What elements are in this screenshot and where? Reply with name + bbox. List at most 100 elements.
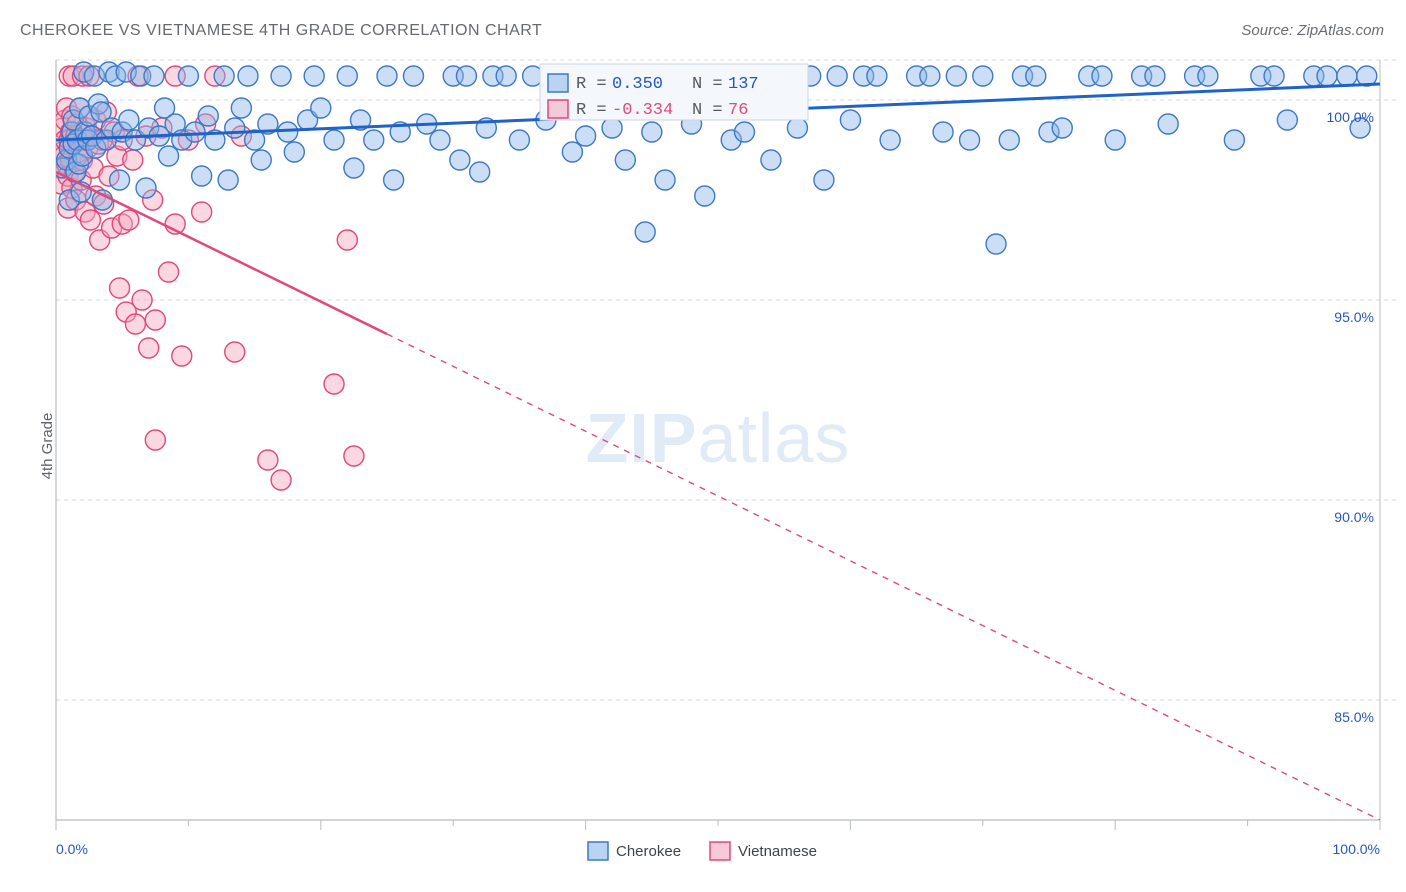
scatter-point [761,150,781,170]
legend-label: Cherokee [616,843,681,860]
scatter-point [576,126,596,146]
scatter-point [145,430,165,450]
scatter-point [123,150,143,170]
stat-n-value: 76 [728,101,748,120]
scatter-point [271,470,291,490]
scatter-point [1198,66,1218,86]
scatter-point [231,98,251,118]
scatter-point [192,166,212,186]
stat-n-label: N = [692,101,723,120]
y-tick-label: 95.0% [1334,309,1374,325]
stat-r-label: R = [576,101,607,120]
stat-r-value: -0.334 [612,101,673,120]
scatter-point [655,170,675,190]
scatter-point [119,210,139,230]
scatter-point [999,130,1019,150]
legend-swatch [548,100,568,118]
scatter-point [430,130,450,150]
scatter-point [635,222,655,242]
scatter-point [814,170,834,190]
y-tick-label: 90.0% [1334,509,1374,525]
x-tick-label: 0.0% [56,841,88,857]
scatter-point [364,130,384,150]
scatter-point [470,162,490,182]
scatter-point [225,118,245,138]
scatter-point [178,66,198,86]
scatter-point [214,66,234,86]
watermark: ZIPatlas [586,399,851,477]
scatter-point [1145,66,1165,86]
scatter-point [562,142,582,162]
scatter-point [1092,66,1112,86]
scatter-point [933,122,953,142]
scatter-point [278,122,298,142]
scatter-point [192,202,212,222]
scatter-point [159,146,179,166]
scatter-point [642,122,662,142]
scatter-point [145,310,165,330]
scatter-point [1224,130,1244,150]
scatter-point [867,66,887,86]
scatter-point [337,230,357,250]
stat-n-value: 137 [728,75,759,94]
scatter-point [139,338,159,358]
scatter-point [787,118,807,138]
scatter-chart: ZIPatlas 0.0% 100.0% 85.0% 90.0% 95.0% 100.0% R… [0,0,1406,892]
legend-label: Vietnamese [738,843,817,860]
scatter-point [920,66,940,86]
scatter-point [238,66,258,86]
scatter-point [1105,130,1125,150]
x-tick-label: 100.0% [1333,841,1380,857]
scatter-point [403,66,423,86]
scatter-point [496,66,516,86]
scatter-point [946,66,966,86]
scatter-point [144,66,164,86]
y-tick-label: 100.0% [1327,109,1374,125]
legend-swatch [710,842,730,860]
scatter-point [225,342,245,362]
scatter-point [1052,118,1072,138]
stat-r-label: R = [576,75,607,94]
scatter-point [1026,66,1046,86]
scatter-point [324,130,344,150]
scatter-point [110,170,130,190]
scatter-point [185,122,205,142]
legend-swatch [548,74,568,92]
scatter-point [172,346,192,366]
scatter-point [132,290,152,310]
scatter-point [119,110,139,130]
scatter-point [80,210,100,230]
scatter-point [344,158,364,178]
scatter-point [125,314,145,334]
scatter-point [304,66,324,86]
y-tick-label: 85.0% [1334,709,1374,725]
scatter-point [1337,66,1357,86]
stat-n-label: N = [692,75,723,94]
scatter-point [159,262,179,282]
scatter-point [344,446,364,466]
trend-line-extrapolated [387,334,1380,820]
scatter-point [456,66,476,86]
scatter-point [973,66,993,86]
scatter-point [1264,66,1284,86]
scatter-point [110,278,130,298]
scatter-point [960,130,980,150]
scatter-point [136,178,156,198]
scatter-point [324,374,344,394]
scatter-point [509,130,529,150]
stat-r-value: 0.350 [612,75,663,94]
scatter-point [384,170,404,190]
scatter-point [337,66,357,86]
scatter-point [840,110,860,130]
scatter-point [311,98,331,118]
scatter-point [827,66,847,86]
scatter-point [450,150,470,170]
scatter-point [1317,66,1337,86]
scatter-point [284,142,304,162]
scatter-point [734,122,754,142]
scatter-point [218,170,238,190]
trend-line [56,172,387,334]
scatter-point [92,190,112,210]
scatter-point [880,130,900,150]
legend-swatch [588,842,608,860]
